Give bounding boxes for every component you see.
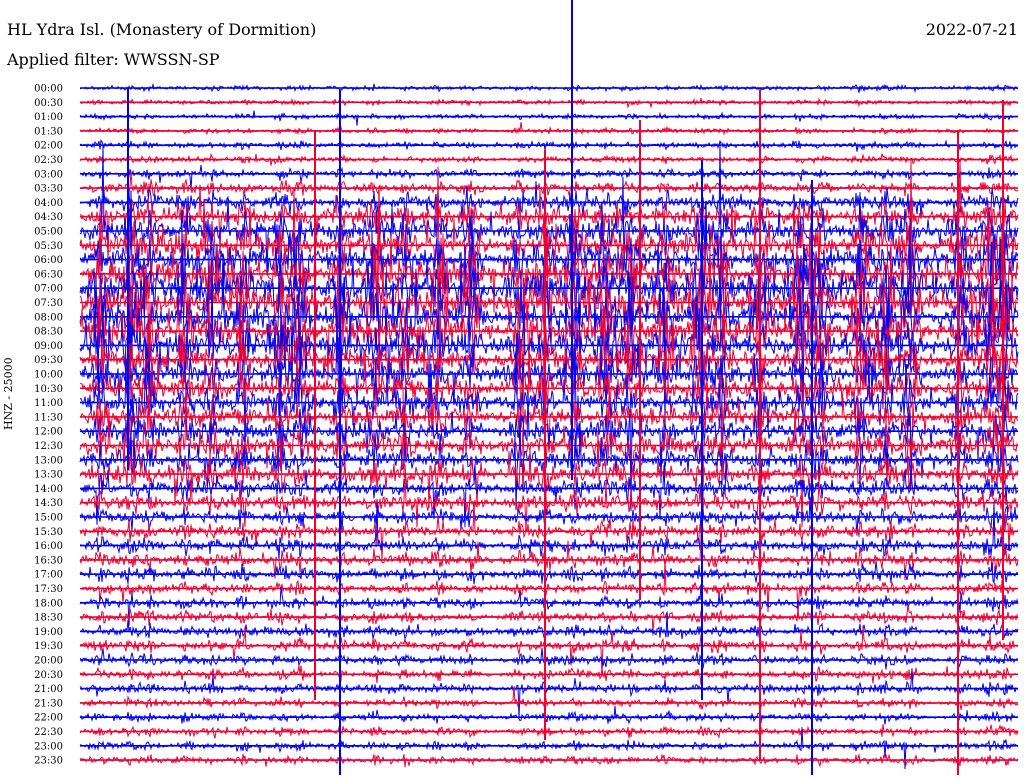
row-label: 19:00 [34, 627, 63, 638]
seismic-trace [79, 625, 1019, 677]
row-label: 08:30 [34, 327, 63, 338]
row-label: 20:30 [34, 670, 63, 681]
row-label: 16:00 [34, 541, 63, 552]
row-label: 04:00 [34, 198, 63, 209]
seismic-trace [79, 501, 1019, 560]
row-label: 15:00 [34, 513, 63, 524]
row-label: 22:30 [34, 727, 63, 738]
seismic-trace [79, 584, 1019, 626]
row-label: 11:00 [34, 398, 63, 409]
row-label: 17:30 [34, 584, 63, 595]
row-label: 14:00 [34, 484, 63, 495]
row-label: 15:30 [34, 527, 63, 538]
seismic-trace [79, 218, 1019, 442]
row-label: 00:30 [34, 98, 63, 109]
row-label: 23:00 [34, 741, 63, 752]
seismic-trace [79, 534, 1019, 581]
seismic-trace [79, 170, 1019, 197]
row-label: 11:30 [34, 412, 63, 423]
station-title: HL Ydra Isl. (Monastery of Dormition) [7, 20, 317, 39]
channel-label: HNZ - 25000 [2, 357, 15, 430]
seismic-trace [79, 668, 1019, 720]
row-label: 03:00 [34, 169, 63, 180]
row-label: 05:30 [34, 241, 63, 252]
row-label: 10:30 [34, 384, 63, 395]
row-label: 21:00 [34, 684, 63, 695]
seismic-trace [79, 394, 1019, 501]
seismic-trace [79, 727, 1019, 770]
row-label: 13:30 [34, 470, 63, 481]
seismic-trace [79, 97, 1019, 109]
filter-label: Applied filter: WWSSN-SP [7, 50, 220, 69]
seismic-trace [79, 299, 1019, 411]
seismic-trace [79, 472, 1019, 533]
seismic-trace [79, 460, 1019, 528]
row-label: 20:00 [34, 656, 63, 667]
row-label: 12:00 [34, 427, 63, 438]
seismic-trace [80, 611, 1019, 641]
row-label: 18:00 [34, 598, 63, 609]
row-label: 00:00 [34, 84, 63, 95]
row-label: 21:30 [34, 698, 63, 709]
row-label: 02:00 [34, 141, 63, 152]
row-label: 12:30 [34, 441, 63, 452]
row-label: 10:00 [34, 370, 63, 381]
row-label: 07:00 [34, 284, 63, 295]
seismic-trace [79, 139, 1019, 152]
seismic-trace [79, 165, 1019, 191]
seismic-trace [79, 152, 1019, 166]
seismic-trace [79, 665, 1019, 686]
row-label: 17:00 [34, 570, 63, 581]
seismic-trace [79, 706, 1019, 725]
seismic-trace [79, 326, 1019, 441]
seismic-trace [79, 496, 1019, 536]
seismic-trace [79, 122, 1019, 136]
seismic-trace [79, 560, 1019, 585]
seismic-trace [79, 753, 1019, 768]
date-label: 2022-07-21 [925, 20, 1018, 39]
row-label: 23:30 [34, 756, 63, 767]
row-label: 22:00 [34, 713, 63, 724]
row-label: 18:30 [34, 613, 63, 624]
row-label: 01:30 [34, 126, 63, 137]
row-label: 08:00 [34, 312, 63, 323]
seismic-trace [79, 181, 1019, 232]
seismic-trace [79, 110, 1019, 126]
row-label: 16:30 [34, 555, 63, 566]
row-label: 01:00 [34, 112, 63, 123]
seismic-trace [79, 190, 1019, 325]
seismic-trace [79, 724, 1019, 739]
seismic-trace [79, 647, 1019, 670]
seismic-trace [79, 604, 1019, 631]
row-label: 09:30 [34, 355, 63, 366]
seismic-trace [79, 141, 1019, 291]
row-label: 07:30 [34, 298, 63, 309]
row-label: 05:00 [34, 227, 63, 238]
seismic-trace [79, 305, 1018, 464]
seismic-trace [79, 246, 1019, 453]
seismic-trace [79, 501, 1019, 562]
row-label: 06:00 [34, 255, 63, 266]
row-label: 13:00 [34, 455, 63, 466]
seismic-trace [79, 557, 1019, 616]
row-label: 19:30 [34, 641, 63, 652]
row-label: 09:00 [34, 341, 63, 352]
row-label: 14:30 [34, 498, 63, 509]
row-label: 06:30 [34, 269, 63, 280]
seismic-trace [79, 417, 1019, 511]
seismic-trace [79, 686, 1019, 710]
seismic-trace [79, 299, 1019, 478]
row-label: 03:30 [34, 184, 63, 195]
seismic-trace [79, 82, 1019, 94]
row-label: 02:30 [34, 155, 63, 166]
row-label: 04:30 [34, 212, 63, 223]
